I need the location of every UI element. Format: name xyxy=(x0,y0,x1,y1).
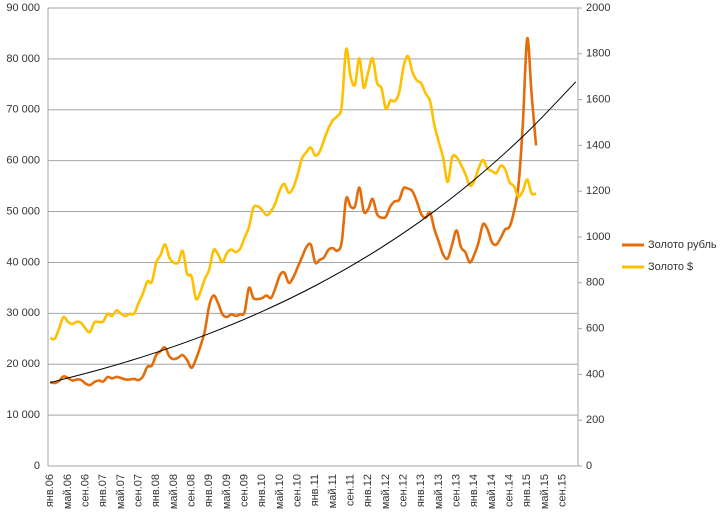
x-tick-label: янв.06 xyxy=(44,474,56,507)
x-tick-label: сен.07 xyxy=(132,474,144,507)
x-tick-label: май.06 xyxy=(62,474,74,509)
x-tick-label: янв.07 xyxy=(97,474,109,507)
x-tick-label: янв.12 xyxy=(362,474,374,507)
x-tick-label: сен.06 xyxy=(79,474,91,507)
y-tick-label: 0 xyxy=(34,460,40,472)
x-tick-label: май.11 xyxy=(327,474,339,508)
x-tick-label: сен.13 xyxy=(450,474,462,507)
x-tick-label: сен.12 xyxy=(397,474,409,507)
x-tick-label: янв.11 xyxy=(309,474,321,506)
x-tick-label: май.08 xyxy=(168,474,180,509)
legend-label: Золото рубль xyxy=(648,239,717,251)
y-tick-label: 80 000 xyxy=(6,53,40,65)
x-tick-label: сен.15 xyxy=(556,474,568,507)
x-tick-label: май.12 xyxy=(380,474,392,509)
y-tick-label: 40 000 xyxy=(6,256,40,268)
x-tick-label: сен.09 xyxy=(238,474,250,507)
x-tick-label: май.15 xyxy=(539,474,551,509)
trendline xyxy=(50,81,577,384)
y2-tick-label: 800 xyxy=(586,277,604,289)
x-tick-label: сен.10 xyxy=(291,474,303,507)
x-tick-label: май.07 xyxy=(115,474,127,509)
x-tick-label: янв.08 xyxy=(150,474,162,507)
x-tick-label: янв.09 xyxy=(203,474,215,507)
y2-tick-label: 200 xyxy=(586,414,604,426)
y2-tick-label: 1800 xyxy=(586,48,610,60)
x-tick-label: сен.14 xyxy=(503,474,515,507)
x-tick-label: янв.14 xyxy=(468,474,480,507)
series-line xyxy=(49,37,538,387)
y2-tick-label: 1000 xyxy=(586,231,610,243)
x-tick-label: янв.13 xyxy=(415,474,427,507)
x-tick-label: сен.11 xyxy=(344,474,356,506)
x-tick-label: май.10 xyxy=(274,474,286,509)
y-tick-label: 60 000 xyxy=(6,155,40,167)
x-tick-label: янв.15 xyxy=(521,474,533,507)
y-tick-label: 20 000 xyxy=(6,358,40,370)
y2-tick-label: 1400 xyxy=(586,139,610,151)
x-tick-label: янв.10 xyxy=(256,474,268,507)
y2-tick-label: 400 xyxy=(586,368,604,380)
y2-tick-label: 1600 xyxy=(586,94,610,106)
x-tick-label: сен.08 xyxy=(185,474,197,507)
legend-label: Золото $ xyxy=(648,261,693,273)
y-tick-label: 50 000 xyxy=(6,205,40,217)
x-tick-label: май.13 xyxy=(433,474,445,509)
x-tick-label: май.09 xyxy=(221,474,233,509)
y-tick-label: 10 000 xyxy=(6,409,40,421)
y2-tick-label: 0 xyxy=(586,460,592,472)
y-tick-label: 90 000 xyxy=(6,2,40,14)
y-tick-label: 70 000 xyxy=(6,104,40,116)
x-tick-label: май.14 xyxy=(486,474,498,509)
y2-tick-label: 600 xyxy=(586,323,604,335)
y-tick-label: 30 000 xyxy=(6,307,40,319)
series-line xyxy=(49,47,537,341)
y2-tick-label: 1200 xyxy=(586,185,610,197)
y2-tick-label: 2000 xyxy=(586,2,610,14)
